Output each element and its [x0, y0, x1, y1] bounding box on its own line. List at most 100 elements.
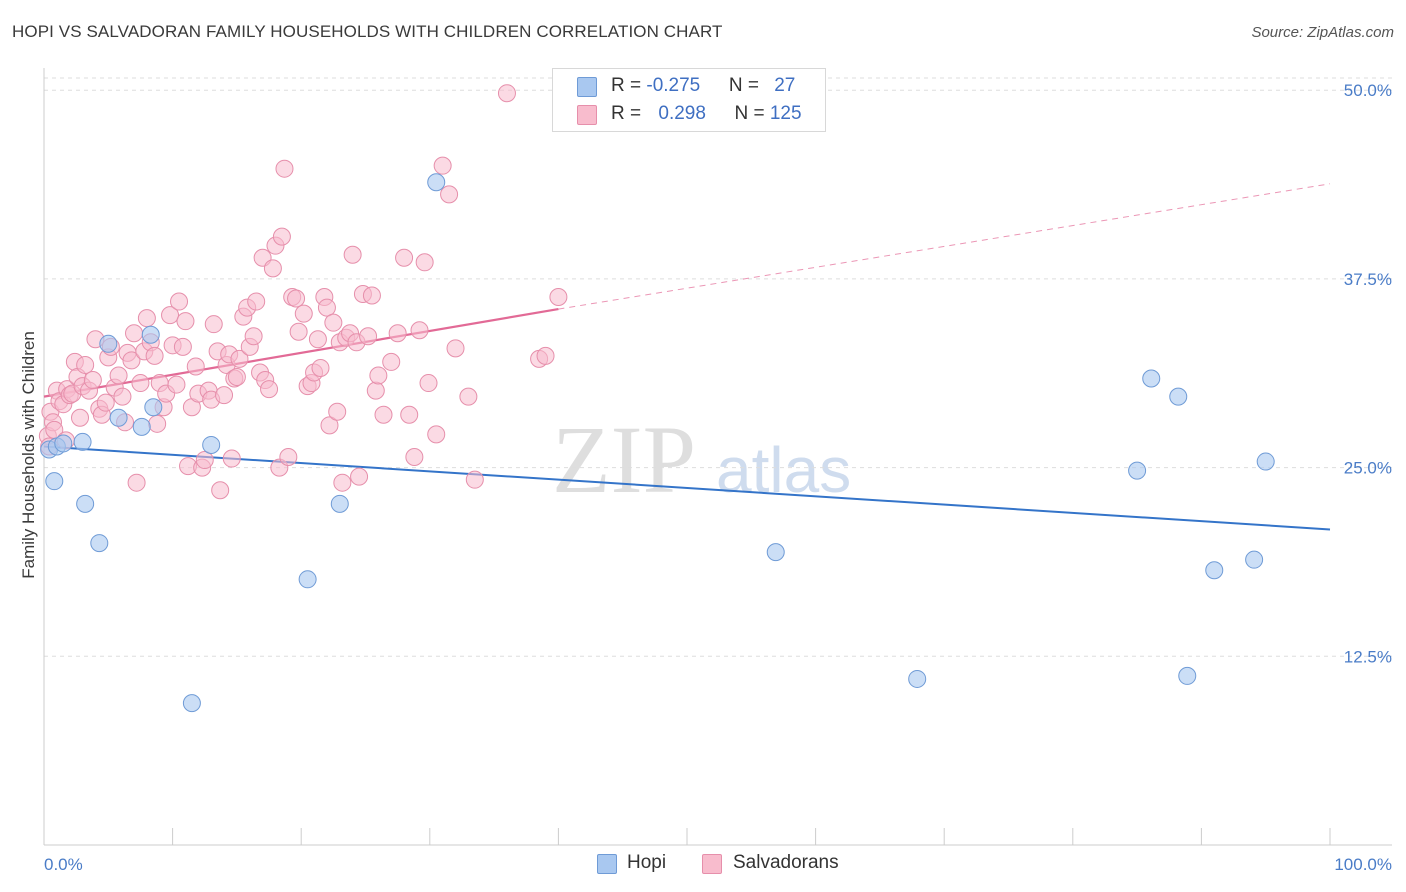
- salvadorans-point: [369, 366, 388, 385]
- salvadorans-point: [395, 248, 414, 267]
- chart-title: HOPI VS SALVADORAN FAMILY HOUSEHOLDS WIT…: [12, 22, 723, 41]
- salvadorans-point: [260, 380, 279, 399]
- legend-r-value: -0.275: [646, 75, 701, 96]
- hopi-point: [144, 398, 163, 417]
- salvadorans-point: [71, 408, 90, 427]
- legend-salvadorans-swatch: [577, 105, 597, 125]
- salvadorans-point: [289, 322, 308, 341]
- salvadorans-point: [433, 156, 452, 175]
- salvadorans-point: [333, 473, 352, 492]
- hopi-point: [76, 494, 95, 513]
- legend-r-label: R =: [611, 75, 647, 96]
- salvadorans-point: [374, 405, 393, 424]
- legend-hopi-swatch: [577, 77, 597, 97]
- salvadorans-point: [465, 470, 484, 489]
- salvadorans-point: [497, 84, 516, 103]
- series-legend: Hopi Salvadorans: [0, 852, 1406, 878]
- grid-lines: [44, 77, 1392, 657]
- salvadorans-point: [382, 352, 401, 371]
- salvadorans-point: [83, 371, 102, 390]
- salvadorans-point: [328, 402, 347, 421]
- hopi-legend-label: Hopi: [627, 852, 667, 873]
- axes: 12.5% 25.0% 37.5% 50.0% 0.0% 100.0%: [43, 68, 1392, 874]
- hopi-point: [90, 534, 109, 553]
- salvadorans-point: [343, 245, 362, 264]
- zipatlas-watermark: ZIP atlas: [552, 406, 851, 513]
- salvadorans-point: [113, 387, 132, 406]
- salvadorans-point: [222, 449, 241, 468]
- hopi-point: [1169, 387, 1188, 406]
- legend-r-label: R =: [611, 103, 647, 124]
- salvadorans-swatch: [702, 854, 722, 874]
- y-axis-label: Family Households with Children: [19, 331, 38, 579]
- salvadorans-point: [359, 327, 378, 346]
- salvadorans-point: [549, 288, 568, 307]
- salvadorans-point: [125, 324, 144, 343]
- salvadorans-point: [186, 357, 205, 376]
- salvadorans-point: [294, 304, 313, 323]
- salvadorans-point: [176, 312, 195, 331]
- y-tick-label: 25.0%: [1344, 459, 1392, 478]
- salvadorans-point: [440, 185, 459, 204]
- hopi-point: [141, 325, 160, 344]
- y-tick-label: 50.0%: [1344, 81, 1392, 100]
- salvadorans-point: [366, 381, 385, 400]
- salvadorans-point: [275, 159, 294, 178]
- salvadorans-point: [96, 393, 115, 412]
- hopi-point: [330, 494, 349, 513]
- hopi-trend-line: [43, 445, 1331, 531]
- salvadorans-point: [410, 321, 429, 340]
- salvadorans-point: [311, 358, 330, 377]
- salvadorans-point: [137, 309, 156, 328]
- salvadorans-point: [161, 306, 180, 325]
- salvadorans-point: [388, 324, 407, 343]
- legend-n-label: N =: [728, 75, 765, 96]
- hopi-point: [1256, 452, 1275, 471]
- salvadorans-point: [317, 298, 336, 317]
- hopi-point: [73, 432, 92, 451]
- salvadorans-point: [204, 315, 223, 334]
- salvadorans-trend-extension: [558, 183, 1331, 310]
- legend-r-value: 0.298: [658, 103, 706, 124]
- salvadorans-point: [170, 292, 189, 311]
- salvadorans-point: [405, 448, 424, 467]
- salvadorans-point: [76, 355, 95, 374]
- salvadorans-point: [427, 425, 446, 444]
- hopi-point: [109, 408, 128, 427]
- legend-row-salvadorans: R = 0.298 N = 125: [611, 103, 802, 125]
- salvadorans-point: [350, 467, 369, 486]
- salvadorans-point: [227, 368, 246, 387]
- salvadorans-point: [247, 292, 266, 311]
- salvadorans-point: [324, 313, 343, 332]
- x-tick-label-max: 100.0%: [1334, 855, 1392, 874]
- hopi-point: [1128, 461, 1147, 480]
- salvadorans-point: [195, 451, 214, 470]
- x-tick-label-min: 0.0%: [44, 855, 83, 874]
- salvadorans-point: [148, 414, 167, 433]
- salvadorans-point: [287, 289, 306, 308]
- hopi-point: [132, 417, 151, 436]
- salvadorans-point: [415, 253, 434, 272]
- watermark-zip: ZIP: [552, 406, 696, 513]
- salvadorans-point: [211, 481, 230, 500]
- legend-n-label: N =: [734, 103, 770, 124]
- salvadorans-point: [320, 416, 339, 435]
- salvadorans-point: [173, 337, 192, 356]
- hopi-point: [908, 669, 927, 688]
- hopi-point: [45, 472, 64, 491]
- hopi-point: [202, 435, 221, 454]
- salvadorans-point: [459, 387, 478, 406]
- salvadorans-trend-line: [43, 308, 559, 398]
- salvadorans-point: [362, 286, 381, 305]
- hopi-point: [1205, 561, 1224, 580]
- hopi-point: [298, 570, 317, 589]
- hopi-point: [1245, 550, 1264, 569]
- salvadorans-point: [308, 330, 327, 349]
- hopi-point: [54, 434, 73, 453]
- salvadorans-point: [263, 259, 282, 278]
- salvadorans-point: [279, 448, 298, 467]
- data-points: [38, 84, 1275, 713]
- legend-row-hopi: R = -0.275 N = 27: [611, 75, 795, 97]
- salvadorans-point: [230, 349, 249, 368]
